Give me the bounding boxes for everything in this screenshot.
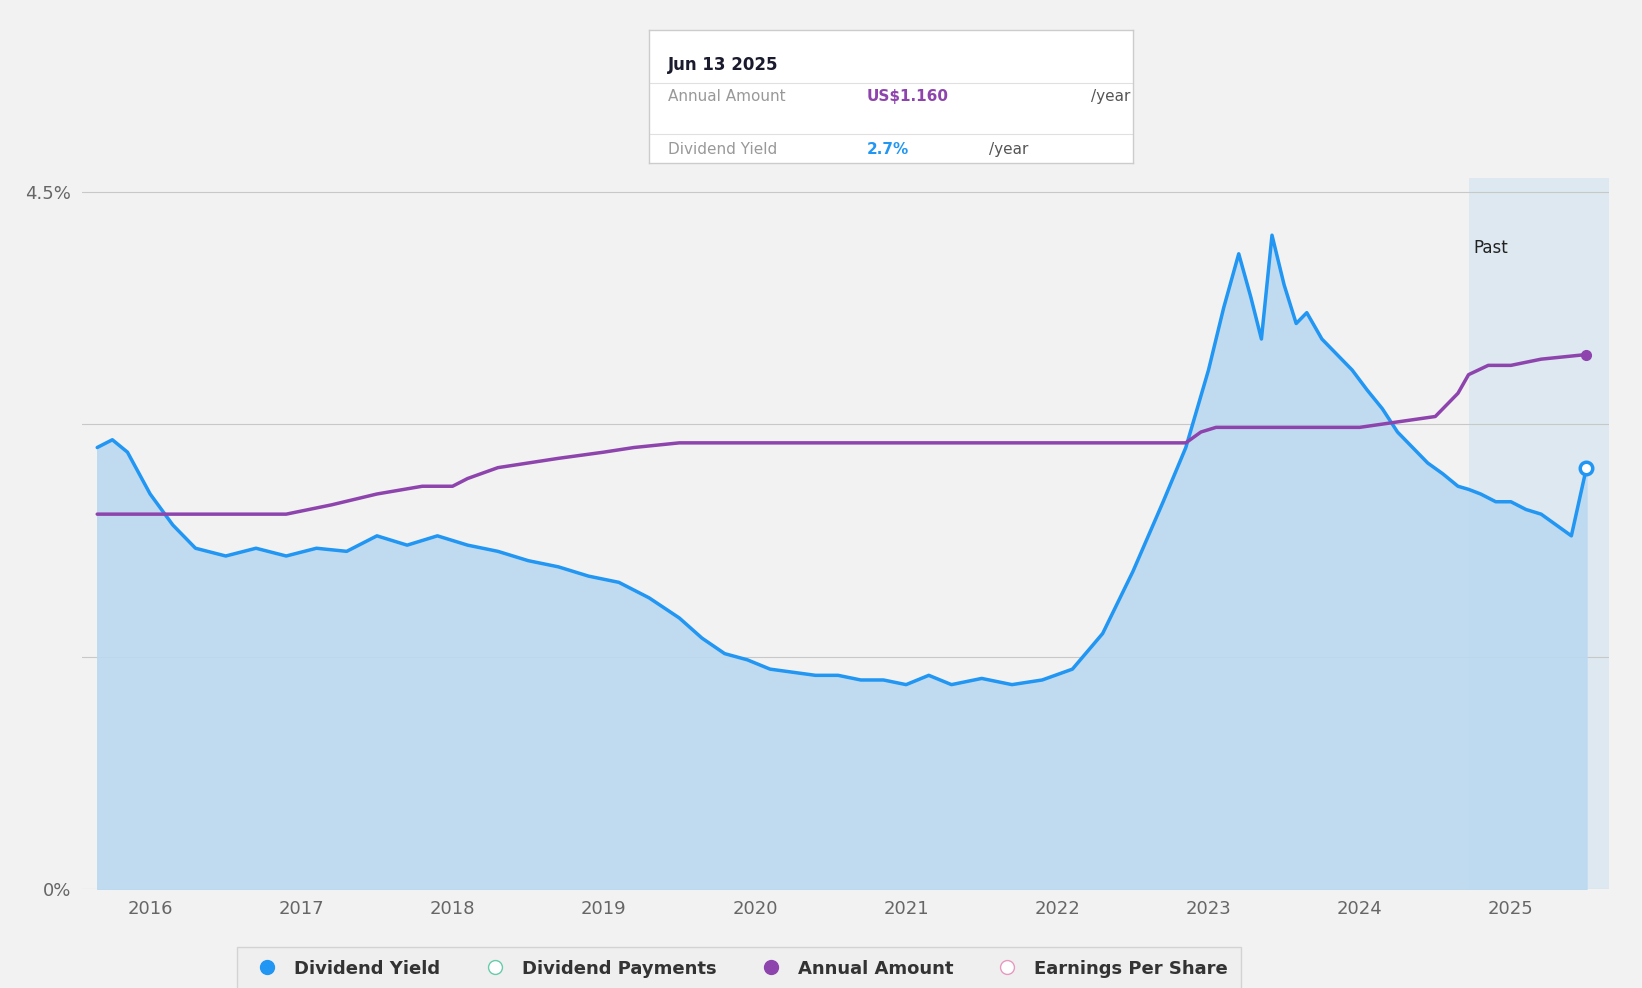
Text: /year: /year — [1092, 89, 1131, 104]
Text: Jun 13 2025: Jun 13 2025 — [668, 56, 778, 74]
Text: /year: /year — [988, 142, 1028, 157]
Text: Past: Past — [1473, 238, 1507, 257]
Text: Dividend Yield: Dividend Yield — [668, 142, 777, 157]
Text: 2.7%: 2.7% — [867, 142, 908, 157]
Bar — [1468, 178, 1609, 889]
Legend: Dividend Yield, Dividend Payments, Annual Amount, Earnings Per Share: Dividend Yield, Dividend Payments, Annua… — [236, 947, 1241, 988]
Text: US$1.160: US$1.160 — [867, 89, 949, 104]
Text: Annual Amount: Annual Amount — [668, 89, 785, 104]
